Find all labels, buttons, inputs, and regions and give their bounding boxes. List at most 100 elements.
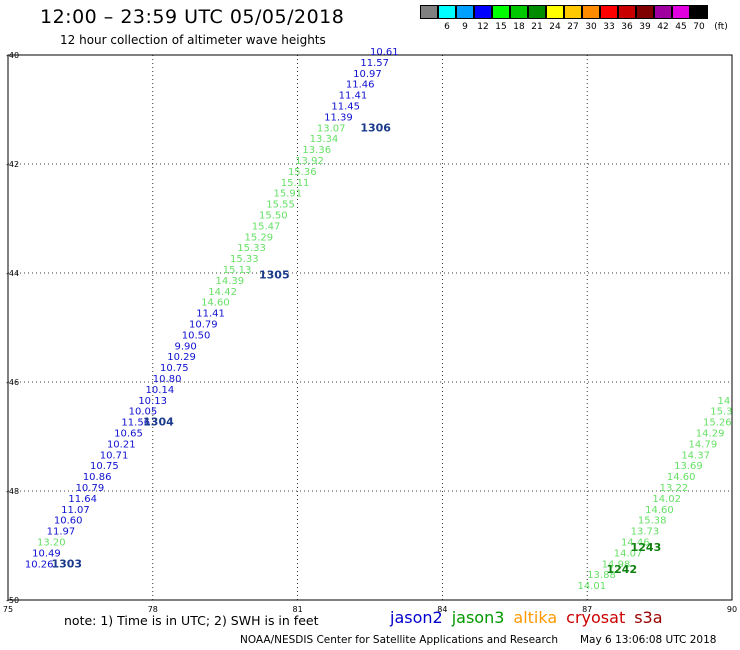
wave-height-value: 15.33 [230, 254, 259, 265]
wave-height-value: 15.47 [252, 221, 281, 232]
wave-height-value: 10.14 [146, 385, 175, 396]
pass-number-label: 1303 [51, 557, 82, 570]
wave-height-value: 10.80 [153, 374, 182, 385]
lon-tick-label: 75 [3, 605, 13, 614]
scale-swatch [636, 5, 654, 19]
satellite-legend-jason3: jason3 [451, 608, 505, 627]
wave-height-value: 9.90 [175, 341, 197, 352]
scale-swatch [420, 5, 438, 19]
scale-label: 9 [462, 22, 468, 32]
wave-height-value: 13.07 [317, 123, 346, 134]
wave-height-value: 13.88 [587, 570, 616, 581]
wave-height-value: 14 [718, 396, 731, 407]
map-frame [7, 54, 733, 601]
lat-tick-label: -42 [6, 160, 19, 169]
pass-number-label: 1243 [631, 541, 662, 554]
wave-height-value: 13.20 [37, 538, 66, 549]
wave-height-value: 10.61 [370, 47, 399, 58]
wave-height-value: 13.73 [631, 527, 660, 538]
wave-height-value: 10.60 [54, 516, 83, 527]
wave-height-value: 14.39 [216, 276, 245, 287]
wave-height-value: 10.75 [160, 363, 189, 374]
wave-height-value: 10.65 [114, 429, 143, 440]
wave-height-value: 10.29 [167, 352, 196, 363]
wave-height-value: 14.01 [578, 581, 607, 592]
scale-label: 21 [531, 22, 543, 32]
wave-height-value: 10.50 [182, 330, 211, 341]
wave-height-value: 13.69 [674, 461, 703, 472]
wave-height-value: 10.79 [76, 483, 105, 494]
wave-height-value: 11.46 [346, 80, 375, 91]
map-title: 12:00 – 23:59 UTC 05/05/2018 [40, 6, 345, 28]
pass-number-label: 1306 [360, 121, 391, 134]
scale-swatch [690, 5, 708, 19]
wave-height-value: 10.05 [129, 407, 158, 418]
wave-height-value: 10.75 [90, 461, 119, 472]
wave-height-value: 11.41 [196, 309, 225, 320]
wave-height-value: 15.91 [273, 189, 302, 200]
wave-height-value: 14.60 [645, 505, 674, 516]
wave-height-value: 10.26 [25, 559, 54, 570]
wave-height-value: 10.21 [107, 439, 136, 450]
wave-height-value: 10.97 [353, 69, 382, 80]
timestamp-text: May 6 13:06:08 UTC 2018 [580, 634, 717, 646]
scale-swatch [672, 5, 690, 19]
wave-height-value: 14.02 [652, 494, 681, 505]
scale-label: 12 [477, 22, 489, 32]
scale-label: 33 [603, 22, 615, 32]
scale-label: 15 [495, 22, 507, 32]
wave-height-value: 15.11 [281, 178, 310, 189]
wave-height-value: 11.64 [68, 494, 97, 505]
wave-height-value: 15.29 [245, 232, 274, 243]
lat-tick-label: -50 [6, 596, 19, 605]
wave-height-value: 15.55 [266, 200, 295, 211]
wave-height-value: 14.60 [667, 472, 696, 483]
wave-height-value: 14.98 [602, 559, 631, 570]
pass-number-label: 1304 [143, 416, 174, 429]
wave-height-value: 13.92 [295, 156, 324, 167]
lon-tick-label: 81 [293, 605, 303, 614]
scale-swatch [618, 5, 636, 19]
lon-tick-label: 78 [148, 605, 158, 614]
scale-swatch [654, 5, 672, 19]
lon-tick-label: 87 [582, 605, 592, 614]
satellite-legend-altika: altika [513, 608, 558, 627]
satellite-legend-cryosat: cryosat [566, 608, 626, 627]
satellite-legend-s3a: s3a [634, 608, 663, 627]
scale-swatch [456, 5, 474, 19]
wave-height-value: 15.33 [237, 243, 266, 254]
scale-label: 18 [513, 22, 525, 32]
wave-height-value: 15.50 [259, 211, 288, 222]
scale-label: 42 [657, 22, 669, 32]
wave-height-value: 14.29 [696, 429, 725, 440]
graticule [8, 55, 732, 600]
scale-label: 36 [621, 22, 633, 32]
wave-height-value: 15.13 [223, 265, 252, 276]
wave-height-value: 11.56 [121, 418, 150, 429]
lat-tick-label: -40 [6, 51, 19, 60]
map-subtitle: 12 hour collection of altimeter wave hei… [60, 33, 326, 47]
wave-height-value: 15.36 [288, 167, 317, 178]
altimeter-tracks: 10.2610.4913.2011.9710.6011.0711.6410.79… [25, 47, 733, 592]
lat-tick-label: -48 [6, 487, 19, 496]
pass-number-label: 1242 [607, 563, 638, 576]
scale-label: 70 [693, 22, 705, 32]
wave-height-value: 14.37 [681, 450, 710, 461]
wave-height-value: 13.36 [302, 145, 331, 156]
scale-label: 24 [549, 22, 561, 32]
wave-height-value: 13.22 [660, 483, 689, 494]
scale-swatch [546, 5, 564, 19]
wave-height-value: 14.46 [621, 538, 650, 549]
lon-tick-label: 90 [727, 605, 737, 614]
scale-swatch [600, 5, 618, 19]
scale-unit: (ft) [714, 22, 728, 32]
scale-swatch [474, 5, 492, 19]
scale-swatch [564, 5, 582, 19]
credit-text: NOAA/NESDIS Center for Satellite Applica… [240, 634, 558, 646]
scale-label: 27 [567, 22, 579, 32]
wave-height-value: 11.97 [47, 527, 76, 538]
wave-height-value: 10.79 [189, 320, 218, 331]
lat-tick-label: -44 [6, 269, 19, 278]
wave-height-value: 10.49 [32, 548, 61, 559]
scale-label: 45 [675, 22, 687, 32]
